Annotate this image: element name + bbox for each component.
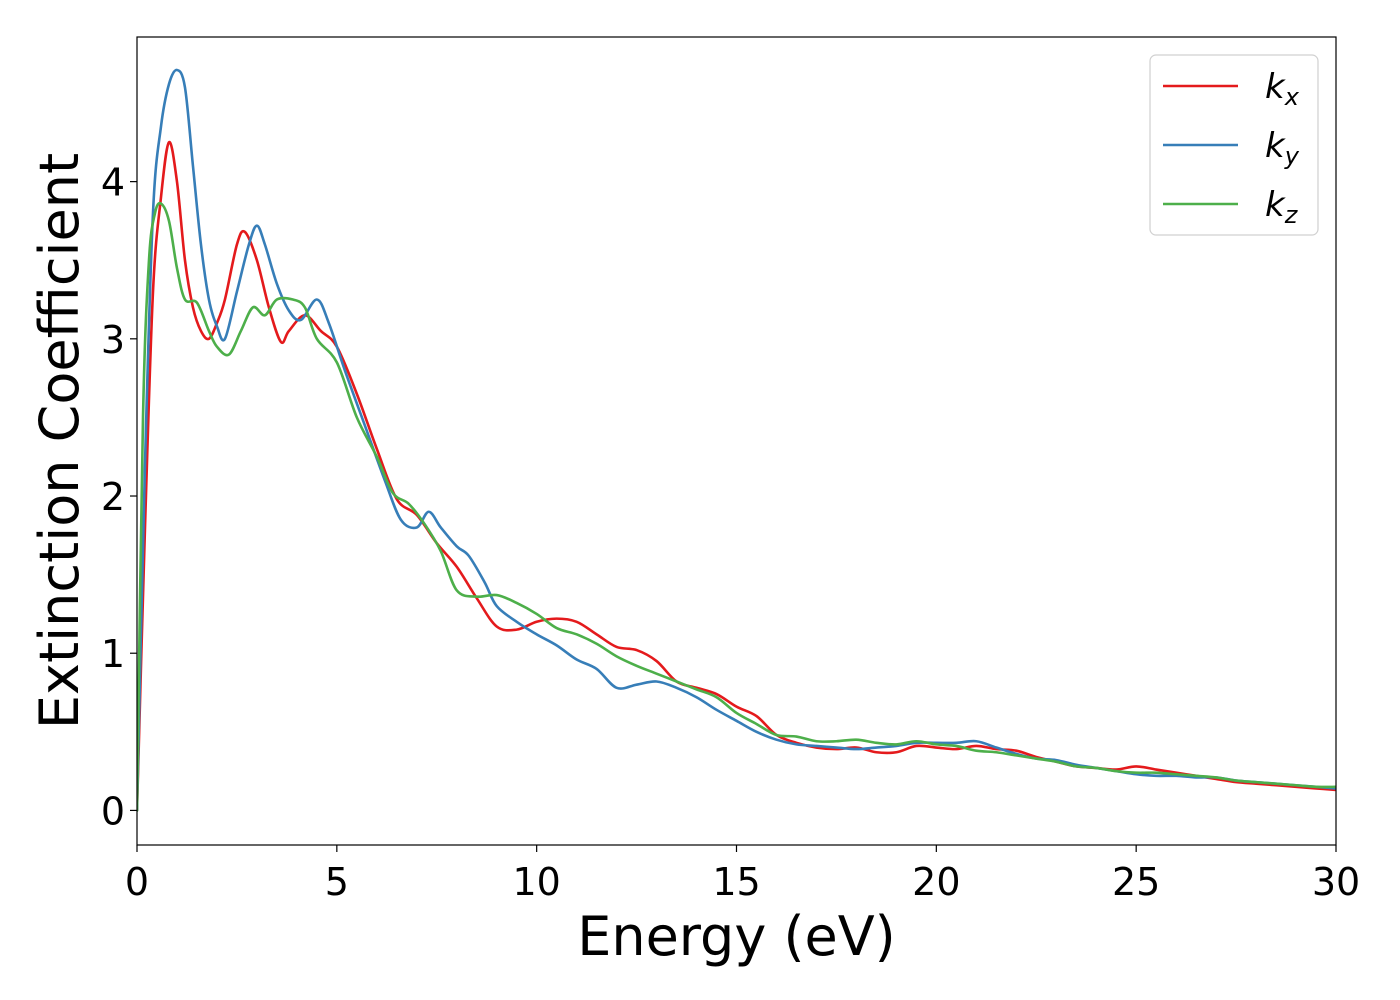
- series-line-k-z: [137, 201, 1336, 812]
- x-axis-label: Energy (eV): [577, 905, 896, 968]
- y-axis-ticks: 0 1 2 3 4: [101, 161, 137, 833]
- x-tick-label: 30: [1312, 860, 1360, 904]
- x-tick-label: 0: [125, 860, 149, 904]
- y-tick-label: 2: [101, 475, 125, 519]
- y-tick-label: 1: [101, 632, 125, 676]
- legend-entry: kx: [1265, 67, 1300, 111]
- x-tick-label: 10: [512, 860, 560, 904]
- legend-entry: ky: [1265, 126, 1300, 170]
- series-line-k-x: [137, 141, 1336, 812]
- x-tick-label: 25: [1112, 860, 1160, 904]
- x-tick-label: 20: [912, 860, 960, 904]
- x-axis-ticks: 0 5 10 15 20 25 30: [125, 845, 1360, 904]
- y-tick-label: 0: [101, 789, 125, 833]
- series-layer: [137, 68, 1336, 812]
- x-tick-label: 15: [712, 860, 760, 904]
- y-tick-label: 3: [101, 318, 125, 362]
- y-axis-label: Extinction Coefficient: [28, 153, 91, 729]
- y-tick-label: 4: [101, 161, 125, 205]
- x-tick-label: 5: [325, 860, 349, 904]
